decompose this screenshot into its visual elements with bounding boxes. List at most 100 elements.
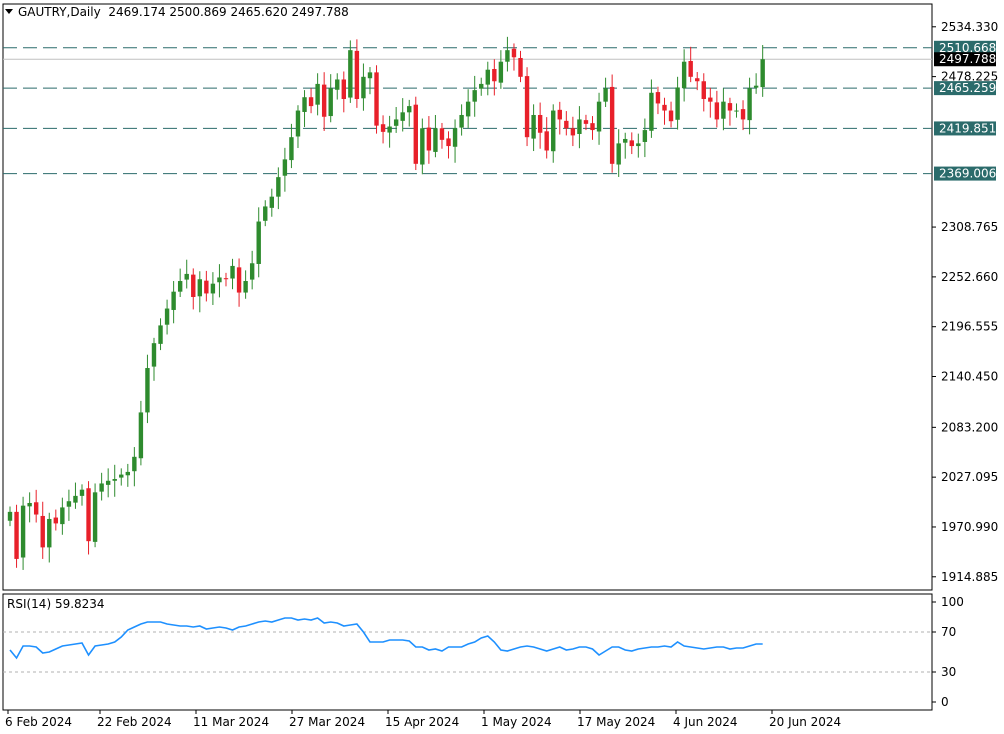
candle-up: [7, 511, 13, 521]
candle-down: [727, 103, 733, 111]
candle-down: [426, 127, 432, 151]
candle-up: [210, 283, 216, 294]
candle-up: [60, 507, 65, 525]
symbol-text: GAUTRY,Daily: [18, 5, 101, 19]
candle-down: [714, 102, 720, 120]
level-label-box: [934, 121, 996, 136]
candle-up: [230, 265, 235, 279]
candle-up: [479, 83, 484, 89]
candle-down: [688, 61, 693, 77]
candle-up: [420, 128, 425, 165]
candle-down: [236, 267, 242, 293]
candle-down: [701, 81, 706, 100]
rsi-pane-frame: [2, 593, 933, 711]
candle-up: [66, 501, 72, 507]
candle-up: [387, 126, 392, 133]
candle-down: [590, 123, 595, 131]
candle-down: [14, 511, 19, 559]
current-price-box: [934, 52, 996, 67]
x-axis-label: 22 Feb 2024: [97, 715, 172, 729]
candle-down: [86, 488, 91, 542]
candle-up: [112, 479, 117, 481]
candle-up: [105, 480, 111, 485]
candle-up: [132, 456, 137, 472]
candle-down: [655, 92, 661, 104]
candle-up: [636, 143, 641, 147]
rsi-axis-label: 30: [941, 665, 956, 679]
candle-up: [164, 308, 170, 325]
candle-down: [308, 97, 314, 107]
candle-up: [721, 101, 726, 119]
candle-down: [544, 131, 549, 151]
rsi-axis-label: 70: [941, 625, 956, 639]
y-axis-tick-label: 2083.200: [941, 420, 998, 434]
candle-up: [465, 101, 471, 117]
candle-up: [243, 281, 248, 293]
candle-up: [289, 137, 294, 161]
candle-down: [191, 274, 196, 297]
candle-up: [459, 114, 464, 128]
level-label-text: 2369.006: [939, 167, 996, 181]
candle-up: [649, 92, 654, 131]
candle-down: [668, 110, 674, 122]
level-label-text: 2510.668: [939, 41, 996, 55]
candle-up: [498, 61, 504, 83]
candle-up: [753, 85, 759, 88]
candle-down: [53, 517, 59, 524]
header-symbol-label: GAUTRY,Daily 2469.174 2500.869 2465.620 …: [18, 5, 349, 19]
candle-up: [256, 221, 261, 264]
candle-up: [433, 128, 438, 152]
candle-up: [217, 277, 222, 283]
candle-down: [511, 48, 517, 58]
candle-up: [138, 412, 144, 459]
candle-up: [760, 59, 765, 88]
candle-up: [79, 489, 85, 496]
x-axis-label: 17 May 2024: [577, 715, 655, 729]
candle-down: [570, 128, 576, 136]
candle-down: [662, 104, 667, 111]
candle-up: [302, 97, 307, 112]
candle-up: [73, 495, 78, 503]
candle-up: [675, 87, 680, 120]
y-axis-tick-label: 1914.885: [941, 570, 998, 584]
header-collapse-icon[interactable]: [5, 9, 13, 14]
candle-up: [177, 281, 183, 292]
candle-down: [708, 97, 713, 102]
candle-down: [537, 114, 543, 133]
candle-up: [92, 492, 98, 542]
x-axis-label: 6 Feb 2024: [5, 715, 72, 729]
y-axis-tick-label: 2478.225: [941, 70, 998, 84]
y-axis-tick-label: 2027.095: [941, 470, 998, 484]
candle-up: [171, 291, 176, 310]
rsi-axis-label: 0: [941, 695, 949, 709]
candle-up: [348, 50, 353, 98]
candle-up: [99, 483, 104, 492]
candle-down: [518, 57, 523, 77]
candle-up: [282, 159, 288, 176]
candle-up: [47, 518, 52, 548]
candles-group: [7, 36, 765, 570]
candle-up: [158, 325, 163, 344]
candle-up: [335, 79, 340, 90]
y-axis-tick-label: 2196.555: [941, 320, 998, 334]
candle-up: [616, 143, 621, 165]
level-label-box: [934, 40, 996, 55]
candle-up: [407, 106, 412, 113]
candle-down: [564, 120, 569, 129]
candle-up: [551, 110, 556, 152]
x-axis-label: 27 Mar 2024: [289, 715, 365, 729]
x-axis-label: 4 Jun 2024: [673, 715, 738, 729]
candle-down: [321, 84, 327, 117]
candle-down: [446, 138, 451, 147]
level-label-box: [934, 166, 996, 181]
candle-up: [367, 72, 373, 79]
candle-down: [557, 109, 562, 120]
candle-down: [223, 278, 229, 280]
candle-up: [276, 177, 281, 197]
candle-down: [354, 50, 360, 100]
candle-down: [341, 79, 346, 100]
x-axis-label: 15 Apr 2024: [385, 715, 459, 729]
candle-up: [119, 474, 124, 478]
candle-up: [27, 502, 32, 507]
